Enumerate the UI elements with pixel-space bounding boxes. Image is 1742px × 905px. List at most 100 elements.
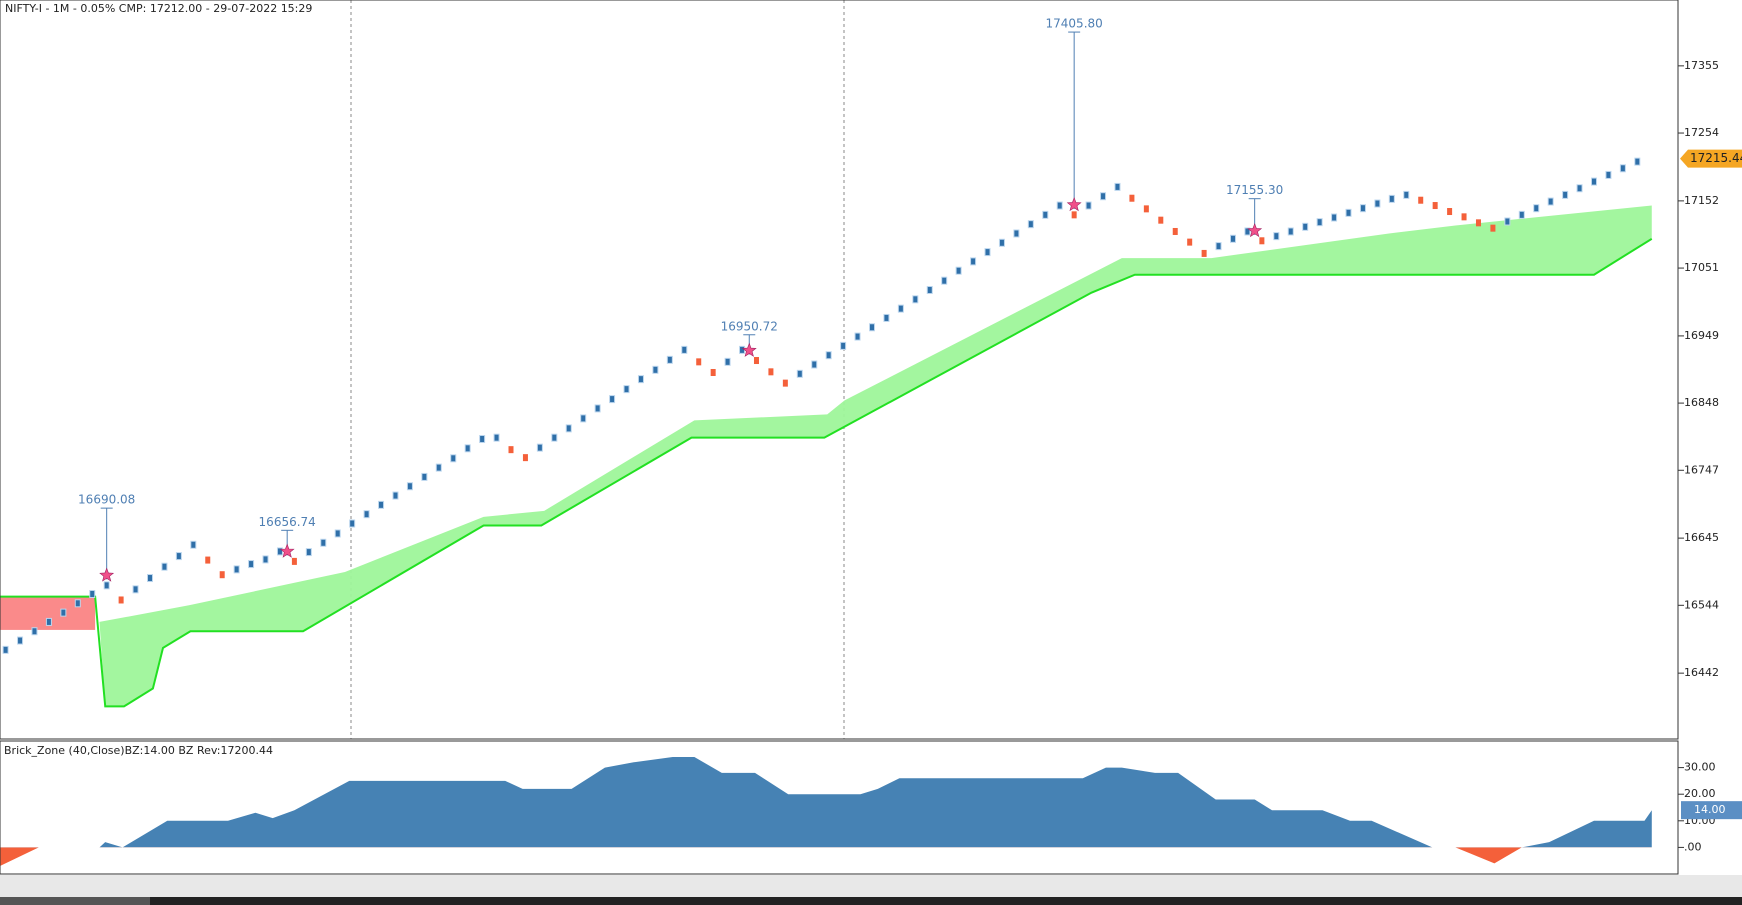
up-brick <box>998 238 1005 247</box>
up-brick <box>464 444 471 453</box>
up-brick <box>926 286 933 295</box>
up-brick <box>883 313 890 322</box>
up-brick <box>1403 190 1410 199</box>
down-brick <box>291 557 297 565</box>
up-brick <box>363 510 370 519</box>
up-brick <box>565 424 572 433</box>
up-brick <box>435 463 442 472</box>
up-brick <box>89 589 96 598</box>
price-badge-label: 17215.44 <box>1690 151 1742 165</box>
price-panel: 16442 16544 16645 16747 16848 16949 17051 17152… <box>0 17 1742 708</box>
down-brick <box>1447 208 1453 216</box>
down-brick <box>1475 219 1481 227</box>
trail-line <box>0 237 1653 708</box>
up-brick <box>392 491 399 500</box>
y-tick-label: .00 <box>1684 840 1702 853</box>
down-brick <box>1143 205 1149 213</box>
up-brick <box>305 548 312 557</box>
up-brick <box>652 365 659 374</box>
down-brick <box>1418 196 1424 204</box>
up-brick <box>74 599 81 608</box>
up-brick <box>681 345 688 354</box>
y-tick-label: 17254 <box>1684 126 1719 139</box>
y-tick-label: 17051 <box>1684 261 1719 274</box>
up-brick <box>637 375 644 384</box>
up-brick <box>175 552 182 561</box>
up-brick <box>17 636 24 645</box>
up-brick <box>147 574 153 583</box>
up-brick <box>1359 204 1366 213</box>
up-brick <box>1100 192 1107 201</box>
down-brick <box>1187 238 1193 246</box>
up-brick <box>536 443 543 452</box>
signal-star <box>99 567 115 582</box>
panel-border <box>0 740 1679 875</box>
up-brick <box>132 585 139 594</box>
status-strip <box>0 875 1742 897</box>
down-brick <box>1172 227 1178 235</box>
y-tick-label: 16747 <box>1684 463 1719 476</box>
up-brick <box>1547 197 1554 206</box>
tab[interactable] <box>0 897 150 905</box>
up-brick <box>2 645 9 654</box>
up-brick <box>450 454 457 463</box>
down-brick <box>219 571 225 579</box>
value-badge-label: 14.00 <box>1694 803 1726 816</box>
y-tick-label: 16645 <box>1684 531 1719 544</box>
annotation-label: 16690.08 <box>78 493 135 507</box>
up-brick <box>1562 190 1569 199</box>
up-brick <box>334 529 341 538</box>
up-brick <box>1518 210 1525 219</box>
up-brick <box>1114 182 1121 191</box>
down-brick <box>1158 216 1164 224</box>
up-brick <box>912 295 919 304</box>
up-brick <box>869 323 875 332</box>
zone-band <box>99 205 1652 707</box>
up-brick <box>941 276 948 285</box>
signal-star <box>741 342 757 357</box>
taskbar <box>0 897 1742 905</box>
up-brick <box>1533 204 1540 213</box>
down-brick <box>1071 211 1077 219</box>
price-badge <box>1680 149 1742 168</box>
up-brick <box>897 304 904 313</box>
up-brick <box>1374 199 1381 208</box>
up-brick <box>1042 210 1049 219</box>
up-brick <box>623 385 630 394</box>
up-brick <box>854 332 861 341</box>
up-brick <box>1634 157 1641 166</box>
down-brick <box>1259 237 1265 245</box>
up-brick <box>840 341 847 350</box>
down-brick <box>768 368 774 376</box>
down-brick <box>1432 202 1438 210</box>
up-brick <box>248 560 255 569</box>
down-brick <box>1129 194 1135 202</box>
up-brick <box>811 360 818 369</box>
up-brick <box>955 266 962 275</box>
brick-zone-negative <box>0 847 1652 866</box>
up-brick <box>31 627 38 636</box>
up-brick <box>1302 222 1309 231</box>
up-brick <box>378 500 385 509</box>
brick-zone-area <box>99 757 1652 848</box>
up-brick <box>1013 229 1020 238</box>
annotation-label: 16656.74 <box>259 515 316 529</box>
down-brick <box>205 556 211 564</box>
up-brick <box>1576 184 1583 193</box>
up-brick <box>1215 242 1222 251</box>
panel-border <box>0 0 1679 740</box>
up-brick <box>233 565 240 574</box>
y-tick-label: 16848 <box>1684 396 1719 409</box>
up-brick <box>406 482 413 491</box>
down-brick <box>782 379 788 387</box>
down-brick <box>710 368 716 376</box>
up-brick <box>739 345 746 354</box>
annotation-label: 17155.30 <box>1226 183 1283 197</box>
up-brick <box>1230 234 1236 243</box>
up-brick <box>479 435 486 444</box>
signal-star <box>1066 196 1082 212</box>
up-brick <box>1331 213 1338 222</box>
